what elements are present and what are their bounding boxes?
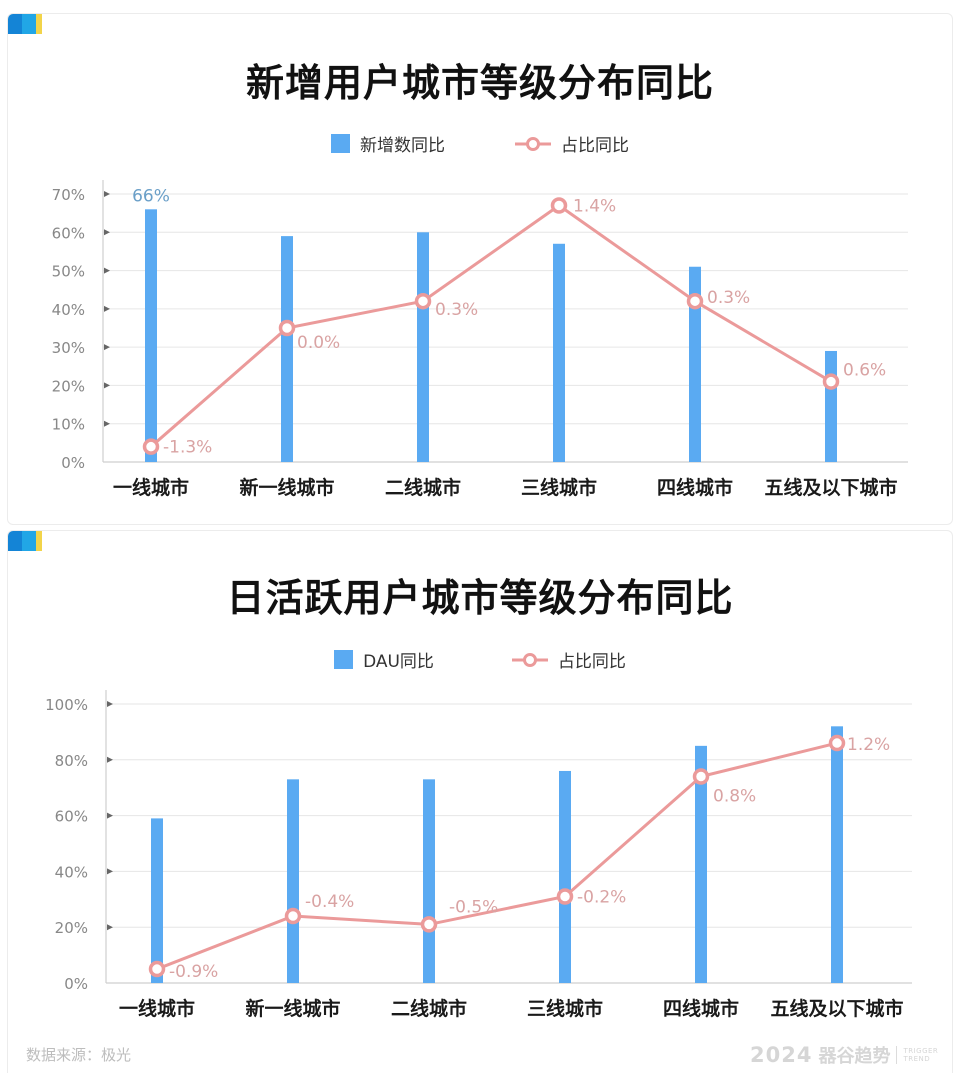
y-tick-label: 80% [55,752,88,770]
x-category-label: 新一线城市 [239,476,334,499]
line-point [284,907,302,925]
x-category-label: 五线及以下城市 [764,476,897,499]
svg-text:66%: 66% [132,186,170,206]
y-tick-label: 10% [52,416,85,434]
x-category-label: 三线城市 [527,997,603,1020]
bar [553,243,565,462]
chart-card-new-users [7,13,953,525]
line-value-label: 0.8% [713,787,756,807]
x-category-label: 二线城市 [391,997,467,1020]
bar [151,818,163,983]
line-point [822,373,840,390]
y-tick-label: 40% [52,301,85,319]
brand-watermark: 2024 器谷趋势 TRIGGER TREND [750,1043,939,1067]
line-point [278,319,296,337]
line-value-label: 0.6% [843,361,886,381]
legend-item-line[interactable]: 占比同比 [515,131,629,156]
line-value-label: 1.2% [847,735,890,755]
y-tick-label: 40% [55,863,88,881]
y-tick-label: 70% [52,186,85,204]
bar [145,209,157,462]
x-category-label: 一线城市 [119,997,195,1020]
legend-item-line[interactable]: 占比同比 [511,647,626,672]
line-point [148,960,166,978]
chart-plot-new-users: 0% 10% 20% 30% 40% 50% 60% 70% 66% 一线城市 新一线城市 二线城市 三… [52,180,908,499]
line-point [414,292,432,310]
line-point [550,197,568,214]
line-value-label: -0.4% [305,892,354,912]
line-marker-icon [515,136,551,151]
y-tick-label: 60% [52,224,85,242]
bar [417,232,429,462]
y-tick-label: 20% [52,377,85,395]
y-tick-label: 50% [52,263,85,281]
line-value-label: 0.3% [707,288,750,308]
x-category-label: 新一线城市 [245,997,340,1020]
x-category-label: 三线城市 [521,476,597,499]
y-tick-label: 60% [55,808,88,826]
bar [831,726,843,983]
bar [825,350,837,462]
line-value-label: -1.3% [163,438,212,458]
y-tick-label: 0% [64,975,88,993]
legend-item-bar[interactable]: 新增数同比 [331,131,445,156]
bar [689,266,701,462]
line-marker-icon [511,652,548,667]
y-tick-label: 100% [45,696,88,714]
line-point [686,292,704,310]
corner-accent-tab [8,531,42,551]
chart-plot-dau: 0% 20% 40% 60% 80% 100% 一线城市 新一线城市 二线城市 三线城市 四线城市 五… [45,690,912,1020]
bar [559,770,571,983]
line-value-label: 0.0% [297,333,340,353]
x-category-label: 四线城市 [657,476,733,499]
bar [287,779,299,983]
line-point [828,734,846,752]
line-point [420,916,438,933]
x-category-label: 二线城市 [385,476,461,499]
bar-swatch-icon [334,650,354,669]
line-point [692,768,710,785]
chart-legend: 新增数同比 占比同比 [0,131,960,156]
x-category-label: 四线城市 [663,997,739,1020]
y-tick-label: 0% [61,454,85,472]
line-point [142,438,160,455]
y-tick-label: 30% [52,339,85,357]
line-value-label: -0.5% [449,897,498,917]
bar [281,236,293,462]
bar [695,745,707,983]
line-point [556,888,574,905]
line-value-label: -0.9% [169,962,218,982]
chart-legend: DAU同比 占比同比 [0,647,960,672]
chart-title: 新增用户城市等级分布同比 [245,61,714,105]
data-source-note: 数据来源：极光 [26,1046,132,1064]
bar-swatch-icon [331,134,350,153]
line-value-label: 1.4% [573,196,616,216]
chart-title: 日活跃用户城市等级分布同比 [226,576,734,620]
bar [423,779,435,983]
y-tick-label: 20% [55,919,88,937]
line-value-label: 0.3% [435,300,478,320]
line-value-label: -0.2% [577,888,626,908]
legend-item-bar[interactable]: DAU同比 [334,647,434,672]
corner-accent-tab [8,14,42,34]
x-category-label: 一线城市 [113,476,189,499]
x-category-label: 五线及以下城市 [770,997,903,1020]
